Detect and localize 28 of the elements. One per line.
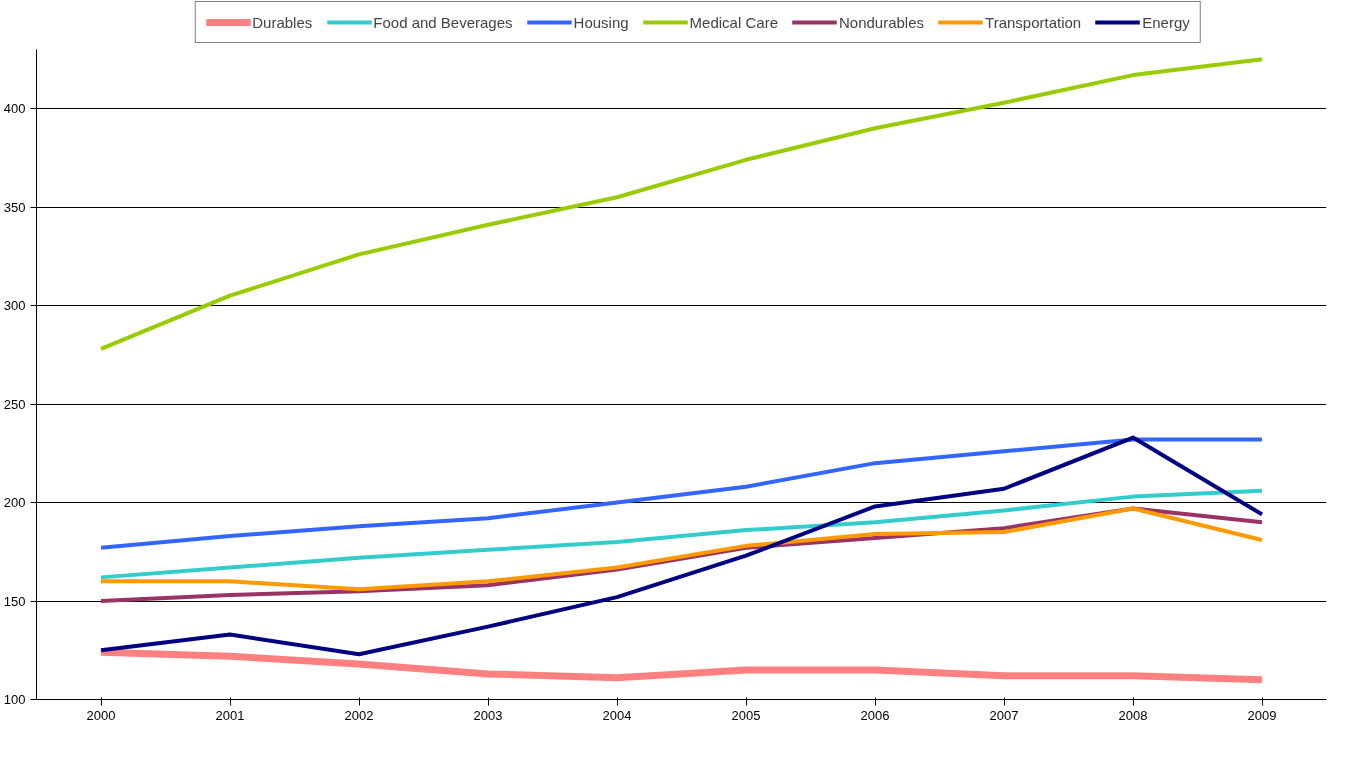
line-series	[99, 437, 1264, 550]
legend-label: Housing	[573, 13, 629, 31]
line-series	[99, 488, 1264, 580]
legend-label: Medical Care	[689, 13, 778, 31]
x-tick-label: 2004	[602, 707, 632, 723]
x-tick-label: 2001	[215, 707, 245, 723]
x-tick-label: 2002	[344, 707, 374, 723]
legend-label: Food and Beverages	[373, 13, 513, 31]
legend-label: Energy	[1142, 13, 1190, 31]
legend-label: Nondurables	[838, 13, 925, 31]
legend-label: Durables	[252, 13, 313, 31]
y-tick-label: 200	[3, 495, 26, 511]
x-tick-label: 2005	[731, 707, 761, 723]
legend-label: Transportation	[985, 13, 1082, 31]
y-tick-label: 400	[3, 101, 26, 117]
x-tick-label: 2003	[473, 707, 503, 723]
y-tick-label: 150	[3, 593, 26, 609]
y-tick-label: 350	[3, 199, 26, 215]
x-tick-label: 2009	[1247, 707, 1277, 723]
x-tick-label: 2000	[86, 707, 116, 723]
y-tick-label: 100	[3, 692, 26, 707]
line-series	[99, 435, 1264, 657]
y-tick-label: 300	[3, 298, 26, 314]
x-tick-label: 2007	[989, 707, 1019, 723]
x-tick-label: 2006	[860, 707, 890, 723]
line-series	[99, 57, 1264, 351]
x-tick-label: 2008	[1118, 707, 1148, 723]
y-tick-label: 250	[3, 396, 26, 412]
